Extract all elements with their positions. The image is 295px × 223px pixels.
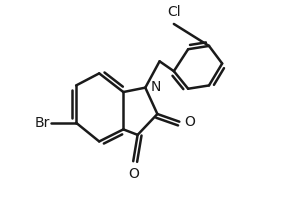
Text: Cl: Cl <box>167 5 181 19</box>
Text: O: O <box>184 115 195 129</box>
Text: Br: Br <box>35 116 50 130</box>
Text: N: N <box>150 80 160 94</box>
Text: O: O <box>128 167 139 181</box>
